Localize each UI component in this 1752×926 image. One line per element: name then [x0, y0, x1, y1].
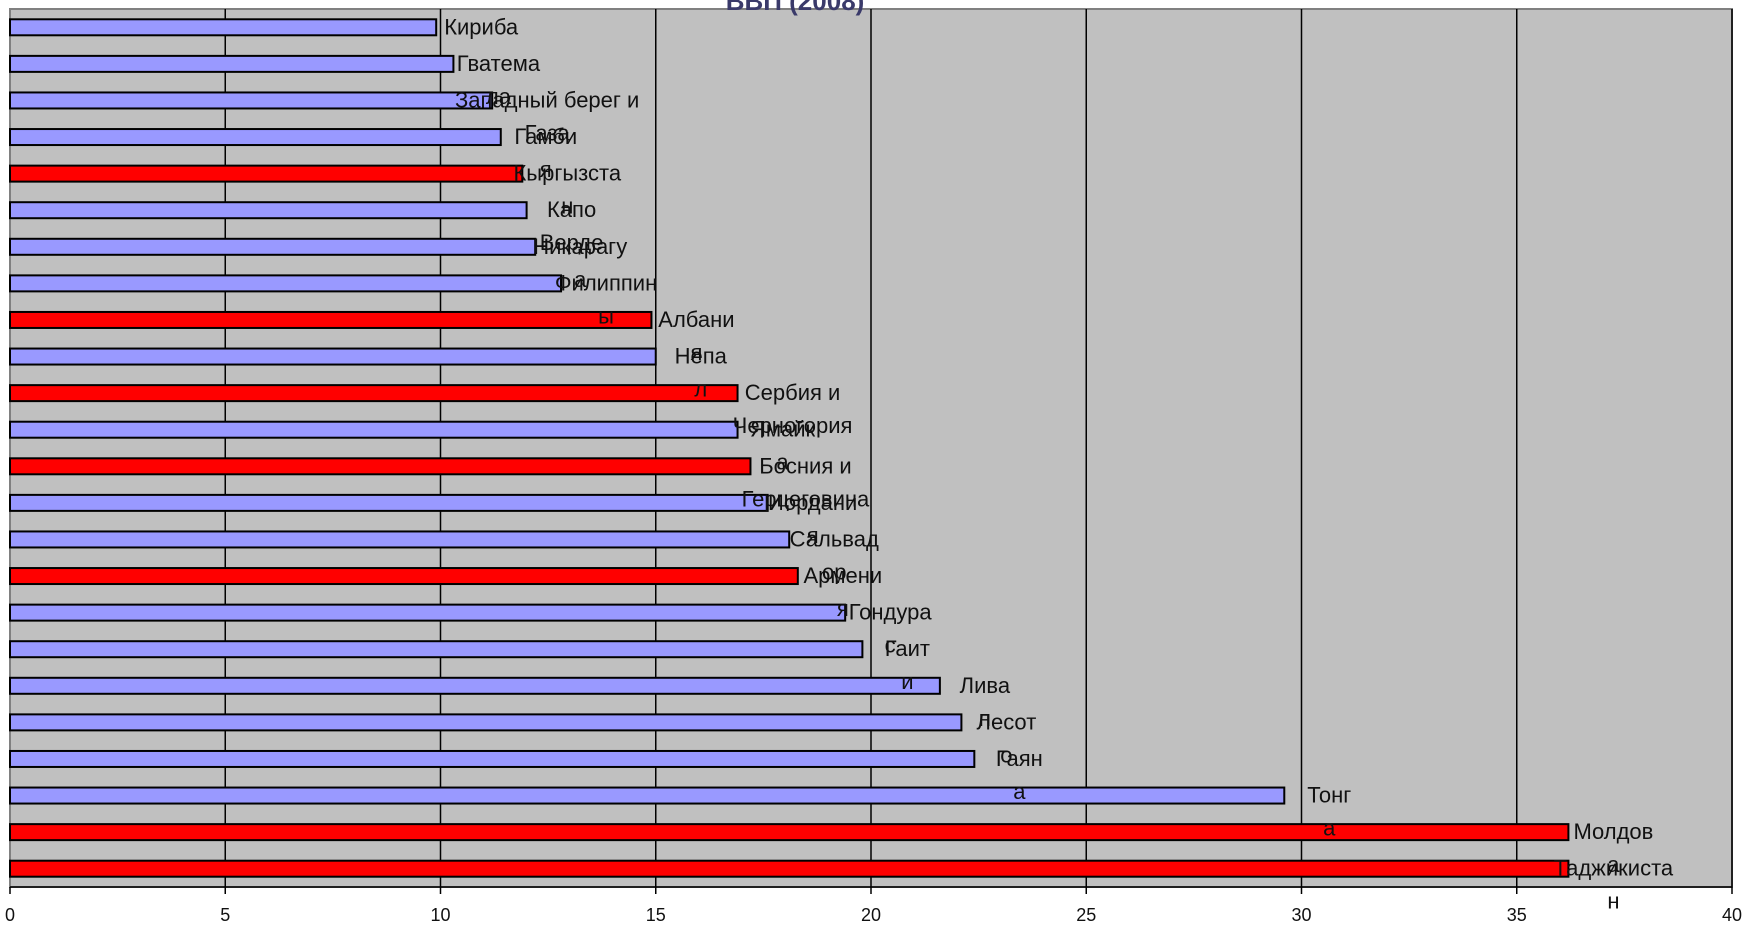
bar-label: Таджикиста н: [1554, 856, 1674, 914]
x-tick-label: 35: [1507, 905, 1527, 925]
bar: [9, 384, 739, 403]
bar: [9, 530, 791, 549]
bar: [9, 859, 1570, 878]
bar: [9, 640, 864, 659]
bar-label: Никарагу а: [533, 234, 627, 292]
bar-label: Лесот о: [977, 709, 1037, 767]
bar: [9, 274, 563, 293]
bar-label: Тонг а: [1307, 783, 1351, 841]
bar: [9, 164, 524, 183]
bar-label: Гамби я: [514, 124, 577, 182]
bar-label: Сербия и Черногория: [733, 380, 853, 438]
x-tick-label: 25: [1076, 905, 1096, 925]
bar: [9, 18, 438, 37]
x-tick-label: 15: [646, 905, 666, 925]
bar-label: Капо Верде: [540, 197, 604, 255]
bar: [9, 457, 752, 476]
bar-label: Сальвад ор: [790, 526, 879, 584]
bar-label: Ямайк а: [750, 417, 816, 475]
x-tick-label: 5: [220, 905, 230, 925]
bar: [9, 676, 941, 695]
bar-label: Гватема ла: [457, 51, 541, 109]
bar: [9, 603, 847, 622]
bar-label: Лива н: [960, 673, 1011, 731]
bar: [9, 128, 502, 147]
bar: [9, 420, 739, 439]
bar: [9, 823, 1570, 842]
x-tick-label: 0: [5, 905, 15, 925]
chart-title: ВВП (2008): [726, 0, 865, 16]
bar: [9, 493, 769, 512]
x-tick-label: 30: [1291, 905, 1311, 925]
bar: [9, 201, 528, 220]
bar: [9, 54, 455, 73]
bar-label: Гаян а: [996, 746, 1043, 804]
x-tick-label: 10: [430, 905, 450, 925]
bar: [9, 786, 1286, 805]
bar-label: Западный берег и Газа: [455, 87, 639, 145]
bar-label: Гондура с: [849, 600, 933, 658]
bar: [9, 310, 653, 329]
bar: [9, 347, 657, 366]
bar-label: Албани я: [658, 307, 734, 365]
bar-label: Непа л: [675, 344, 728, 402]
bar-label: Филиппин ы: [555, 270, 657, 328]
bar-label: Кыргызста н: [513, 161, 621, 219]
bar-label: Молдов а: [1573, 819, 1653, 877]
bar-label: Иордани я: [768, 490, 857, 548]
bar: [9, 237, 537, 256]
x-tick-label: 20: [861, 905, 881, 925]
bar: [9, 749, 976, 768]
bar-label: Армени я: [803, 563, 882, 621]
bar: [9, 91, 494, 110]
bar: [9, 713, 963, 732]
bar-label: Кириба: [444, 14, 519, 39]
bar: [9, 567, 799, 586]
bar-label: Босния и Герцеговина: [742, 453, 870, 511]
x-tick-label: 40: [1722, 905, 1742, 925]
bar-label: Гаит и: [885, 636, 930, 694]
